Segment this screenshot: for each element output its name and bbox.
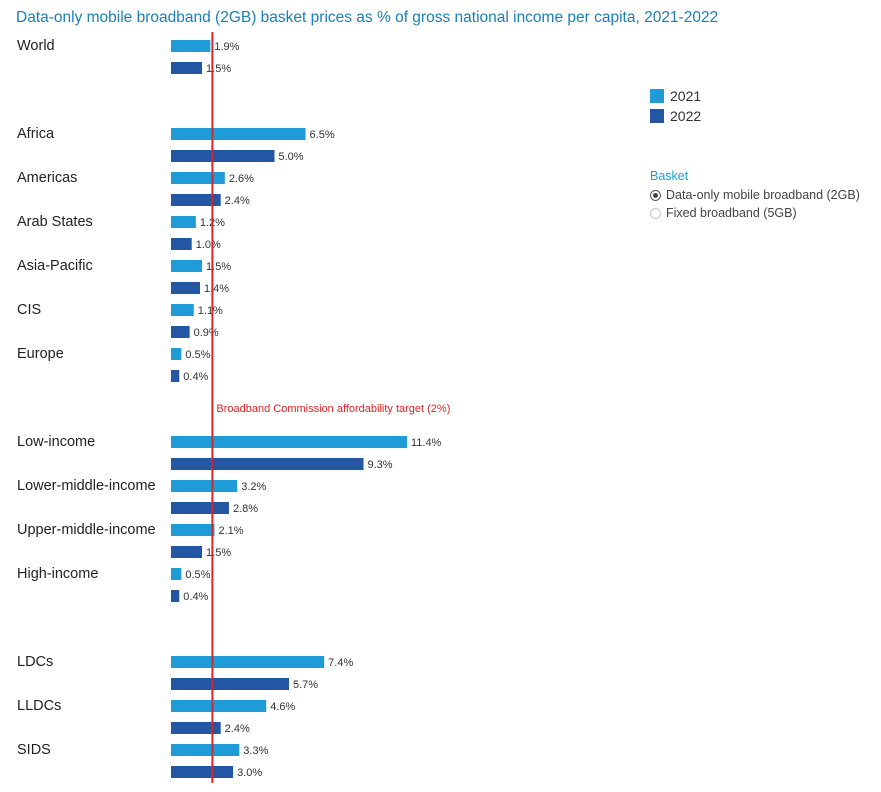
basket-option-fixed-broadband[interactable]: Fixed broadband (5GB) [650,204,860,222]
bar-upper-middle-income-2021[interactable] [171,524,215,536]
data-label-ldcs-2022: 5.7% [293,679,318,691]
bar-cis-2022[interactable] [171,326,190,338]
data-label-sids-2022: 3.0% [237,767,262,779]
data-label-lldcs-2022: 2.4% [225,723,250,735]
category-label-upper-middle-income: Upper-middle-income [17,522,156,538]
data-label-ldcs-2021: 7.4% [328,657,353,669]
affordability-target-label: Broadband Commission affordability targe… [216,403,450,415]
data-label-high-income-2021: 0.5% [185,569,210,581]
bar-lldcs-2021[interactable] [171,700,267,712]
bar-world-2022[interactable] [171,62,203,74]
radio-selected-icon[interactable] [650,189,661,201]
bar-africa-2022[interactable] [171,150,275,162]
legend-item-2022[interactable]: 2022 [650,106,701,126]
data-label-cis-2022: 0.9% [194,327,219,339]
bar-cis-2021[interactable] [171,304,194,316]
data-label-africa-2021: 6.5% [310,129,335,141]
bar-lldcs-2022[interactable] [171,722,221,734]
data-label-upper-middle-income-2022: 1.5% [206,547,231,559]
basket-option-label: Data-only mobile broadband (2GB) [666,188,860,202]
bar-ldcs-2021[interactable] [171,656,325,668]
bar-high-income-2022[interactable] [171,590,180,602]
category-label-world: World [17,38,55,54]
category-label-lower-middle-income: Lower-middle-income [17,478,156,494]
data-label-europe-2022: 0.4% [183,371,208,383]
category-label-asia-pacific: Asia-Pacific [17,258,93,274]
legend-item-2021[interactable]: 2021 [650,86,701,106]
category-label-europe: Europe [17,346,64,362]
data-label-arab-states-2022: 1.0% [196,239,221,251]
category-label-arab-states: Arab States [17,214,93,230]
data-label-cis-2021: 1.1% [198,305,223,317]
data-label-low-income-2022: 9.3% [368,459,393,471]
bar-low-income-2021[interactable] [171,436,407,448]
bar-africa-2021[interactable] [171,128,306,140]
basket-heading: Basket [650,169,689,183]
category-label-sids: SIDS [17,742,51,758]
data-label-low-income-2021: 11.4% [411,437,442,449]
bar-americas-2022[interactable] [171,194,221,206]
bar-world-2021[interactable] [171,40,211,52]
data-label-americas-2021: 2.6% [229,173,254,185]
bar-americas-2021[interactable] [171,172,225,184]
bar-ldcs-2022[interactable] [171,678,289,690]
category-label-africa: Africa [17,126,55,142]
bar-arab-states-2021[interactable] [171,216,196,228]
data-label-world-2022: 1.5% [206,63,231,75]
basket-option-mobile-broadband[interactable]: Data-only mobile broadband (2GB) [650,186,860,204]
bar-low-income-2022[interactable] [171,458,364,470]
bar-high-income-2021[interactable] [171,568,182,580]
bar-asia-pacific-2021[interactable] [171,260,203,272]
legend: 2021 2022 [650,86,701,126]
category-label-ldcs: LDCs [17,654,53,670]
bar-sids-2022[interactable] [171,766,234,778]
bar-asia-pacific-2022[interactable] [171,282,200,294]
basket-option-label: Fixed broadband (5GB) [666,206,797,220]
data-label-lower-middle-income-2021: 3.2% [241,481,266,493]
category-label-low-income: Low-income [17,434,95,450]
data-label-asia-pacific-2022: 1.4% [204,283,229,295]
bar-sids-2021[interactable] [171,744,240,756]
bar-lower-middle-income-2021[interactable] [171,480,238,492]
data-label-world-2021: 1.9% [214,41,239,53]
data-label-americas-2022: 2.4% [225,195,250,207]
bar-europe-2022[interactable] [171,370,180,382]
legend-swatch-2022 [650,109,664,123]
basket-selector: Basket Data-only mobile broadband (2GB) … [650,169,860,222]
legend-swatch-2021 [650,89,664,103]
bar-lower-middle-income-2022[interactable] [171,502,229,514]
category-label-lldcs: LLDCs [17,698,61,714]
data-label-lldcs-2021: 4.6% [270,701,295,713]
bar-arab-states-2022[interactable] [171,238,192,250]
data-label-africa-2022: 5.0% [279,151,304,163]
category-label-high-income: High-income [17,566,98,582]
data-label-europe-2021: 0.5% [185,349,210,361]
chart-title: Data-only mobile broadband (2GB) basket … [16,9,719,26]
legend-label-2021: 2021 [670,88,702,104]
radio-unselected-icon[interactable] [650,207,661,219]
data-label-sids-2021: 3.3% [243,745,268,757]
category-label-americas: Americas [17,170,77,186]
data-label-lower-middle-income-2022: 2.8% [233,503,258,515]
bar-upper-middle-income-2022[interactable] [171,546,203,558]
bar-europe-2021[interactable] [171,348,182,360]
data-label-high-income-2022: 0.4% [183,591,208,603]
legend-label-2022: 2022 [670,108,702,124]
category-label-cis: CIS [17,302,41,318]
data-label-upper-middle-income-2021: 2.1% [218,525,243,537]
data-label-asia-pacific-2021: 1.5% [206,261,231,273]
